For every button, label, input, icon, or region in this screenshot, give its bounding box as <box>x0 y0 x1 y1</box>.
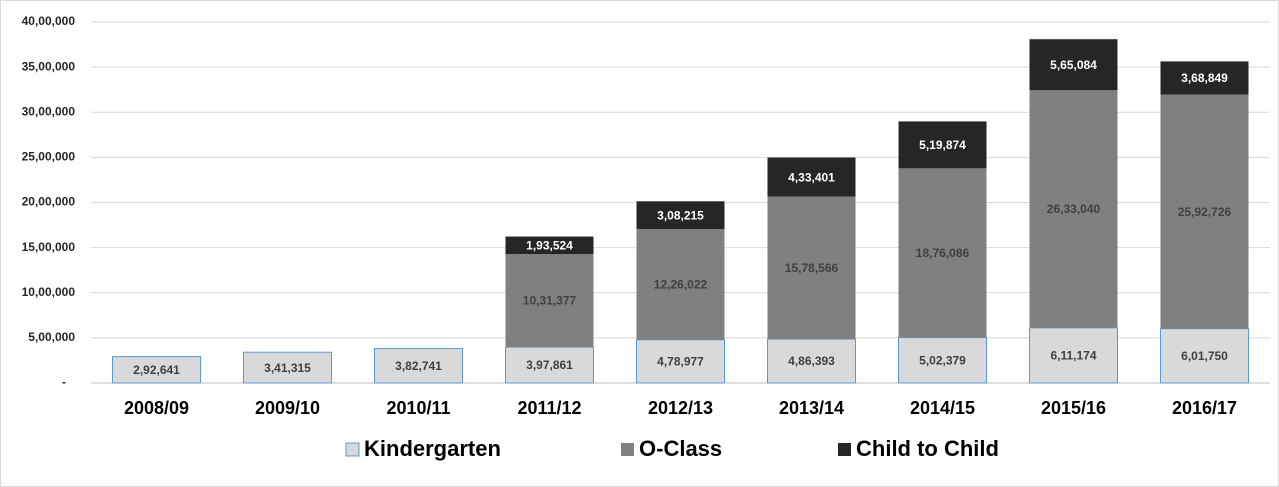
data-label: 12,26,022 <box>654 278 708 292</box>
y-tick-label: 20,00,000 <box>22 195 76 209</box>
bar-segment <box>767 338 856 384</box>
x-tick-label: 2013/14 <box>779 398 844 418</box>
y-tick-label: 40,00,000 <box>22 14 76 28</box>
x-tick-label: 2014/15 <box>910 398 975 418</box>
y-tick-label: - <box>62 375 66 389</box>
y-tick-label: 10,00,000 <box>22 285 76 299</box>
y-tick-label: 30,00,000 <box>22 104 76 118</box>
bar-segment <box>1160 61 1249 95</box>
bar-segment <box>898 168 987 338</box>
y-tick-label: 25,00,000 <box>22 150 76 164</box>
data-label: 10,31,377 <box>523 294 577 308</box>
bar-segment <box>636 201 725 230</box>
x-tick-label: 2008/09 <box>124 398 189 418</box>
legend-swatch <box>621 443 634 456</box>
data-label: 3,82,741 <box>395 359 442 373</box>
bar-segment <box>767 196 856 340</box>
x-tick-label: 2011/12 <box>517 398 581 418</box>
y-tick-label: 5,00,000 <box>28 330 75 344</box>
bar-segment <box>898 121 987 169</box>
legend-label: Child to Child <box>856 436 999 461</box>
data-label: 25,92,726 <box>1178 205 1232 219</box>
bar-segment <box>505 236 594 255</box>
bar-segment <box>636 229 725 340</box>
x-tick-label: 2010/11 <box>386 398 450 418</box>
data-label: 3,97,861 <box>526 358 573 372</box>
data-label: 5,19,874 <box>919 138 966 152</box>
bar-segment <box>1160 328 1249 384</box>
bar-segment <box>898 337 987 384</box>
data-label: 3,41,315 <box>264 361 311 375</box>
y-tick-label: 15,00,000 <box>22 240 76 254</box>
legend-label: Kindergarten <box>364 436 501 461</box>
y-tick-label: 35,00,000 <box>22 59 76 73</box>
data-label: 5,65,084 <box>1050 58 1097 72</box>
bar-segment <box>1029 90 1118 328</box>
legend-label: O-Class <box>639 436 722 461</box>
bar-segment <box>767 157 856 197</box>
bar-segment <box>1029 39 1118 91</box>
data-label: 6,01,750 <box>1181 349 1228 363</box>
data-label: 4,33,401 <box>788 170 835 184</box>
data-label: 5,02,379 <box>919 354 966 368</box>
x-tick-label: 2012/13 <box>648 398 713 418</box>
data-label: 2,92,641 <box>133 363 180 377</box>
data-label: 6,11,174 <box>1050 349 1096 363</box>
data-label: 3,08,215 <box>657 208 704 222</box>
data-label: 4,86,393 <box>788 354 835 368</box>
x-tick-label: 2016/17 <box>1172 398 1237 418</box>
data-label: 15,78,566 <box>785 261 839 275</box>
bar-segment <box>112 356 201 384</box>
bar-segment <box>374 347 463 384</box>
data-label: 4,78,977 <box>657 355 704 369</box>
legend-swatch <box>838 443 851 456</box>
legend-swatch <box>345 442 360 457</box>
bar-segment <box>1160 94 1249 329</box>
data-label: 3,68,849 <box>1181 71 1228 85</box>
x-tick-label: 2015/16 <box>1041 398 1106 418</box>
x-tick-label: 2009/10 <box>255 398 320 418</box>
bar-segment <box>243 351 332 384</box>
bar-segment <box>636 339 725 384</box>
data-label: 18,76,086 <box>916 246 970 260</box>
data-label: 1,93,524 <box>526 238 573 252</box>
bar-segment <box>505 254 594 348</box>
data-label: 26,33,040 <box>1047 202 1101 216</box>
